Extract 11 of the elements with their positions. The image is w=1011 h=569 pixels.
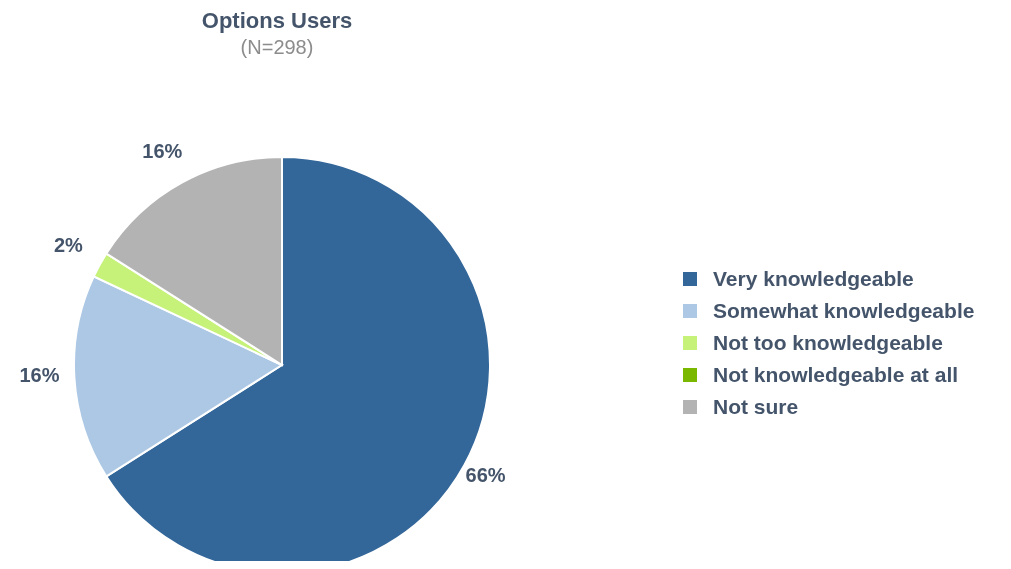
chart-title: Options Users — [200, 8, 354, 34]
chart-subtitle: (N=298) — [239, 36, 315, 59]
data-label: 2% — [53, 234, 84, 257]
legend-label: Not knowledgeable at all — [713, 363, 959, 387]
data-label: 16% — [19, 363, 60, 386]
legend-label: Not too knowledgeable — [713, 331, 943, 355]
legend-label: Not sure — [713, 395, 799, 419]
data-label: 66% — [465, 463, 506, 486]
legend-label: Somewhat knowledgeable — [713, 299, 975, 323]
data-label: 16% — [142, 140, 183, 163]
legend-label: Very knowledgeable — [713, 267, 914, 291]
